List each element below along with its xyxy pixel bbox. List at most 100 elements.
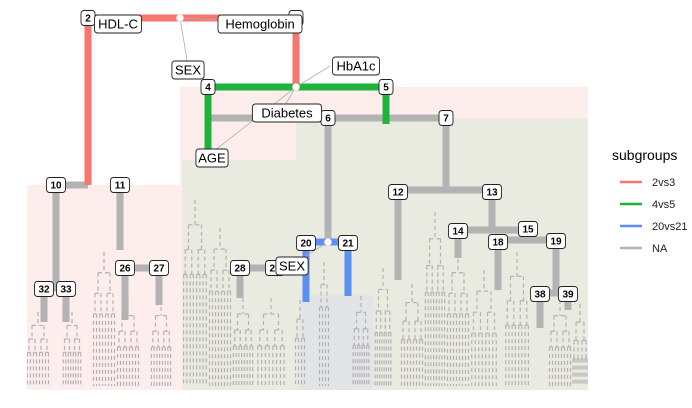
tree-node-32: 32 bbox=[34, 281, 54, 297]
variable-label-hdlc: HDL-C bbox=[94, 14, 142, 34]
variable-label-hba1c: HbA1c bbox=[332, 56, 380, 76]
node-box bbox=[378, 79, 394, 95]
node-number: 10 bbox=[50, 181, 62, 192]
variable-box bbox=[171, 60, 205, 80]
variable-box bbox=[195, 148, 229, 168]
node-number: 38 bbox=[534, 290, 546, 301]
variable-box bbox=[94, 14, 142, 34]
node-box bbox=[448, 223, 468, 239]
node-box bbox=[338, 235, 358, 251]
node-box bbox=[46, 177, 66, 193]
variable-name: SEX bbox=[175, 63, 201, 78]
node-number: 12 bbox=[392, 188, 404, 199]
variable-label-sex2: SEX bbox=[275, 256, 309, 276]
node-number: 28 bbox=[234, 264, 246, 275]
split-point-6 bbox=[324, 238, 332, 246]
variable-label-age: AGE bbox=[195, 148, 229, 168]
node-number: 14 bbox=[452, 227, 464, 238]
node-number: 26 bbox=[119, 264, 131, 275]
tree-node-18: 18 bbox=[488, 234, 508, 250]
tree-node-14: 14 bbox=[448, 223, 468, 239]
legend: subgroups 2vs3 4vs5 20vs21 NA bbox=[612, 147, 687, 255]
legend-label-2vs3: 2vs3 bbox=[652, 177, 675, 189]
node-number: 32 bbox=[38, 285, 50, 296]
node-box bbox=[518, 221, 538, 237]
tree-node-4: 4 bbox=[200, 79, 216, 95]
node-box bbox=[230, 260, 250, 276]
variable-name: SEX bbox=[279, 259, 305, 274]
node-number: 18 bbox=[492, 238, 504, 249]
tree-node-19: 19 bbox=[546, 233, 566, 249]
node-number: 20 bbox=[300, 239, 312, 250]
leader-line bbox=[295, 65, 331, 88]
variable-name: HbA1c bbox=[336, 59, 376, 74]
node-box bbox=[115, 260, 135, 276]
node-number: 5 bbox=[383, 83, 389, 94]
node-box bbox=[34, 281, 54, 297]
tree-node-27: 27 bbox=[149, 260, 169, 276]
tree-node-13: 13 bbox=[482, 184, 502, 200]
variable-name: Hemoglobin bbox=[225, 17, 294, 32]
tree-node-21: 21 bbox=[338, 235, 358, 251]
tree-node-26: 26 bbox=[115, 260, 135, 276]
node-number: 7 bbox=[443, 114, 449, 125]
legend-label-NA: NA bbox=[652, 243, 668, 255]
node-number: 27 bbox=[153, 264, 165, 275]
split-variable-labels: HDL-C Hemoglobin SEX HbA1c Diabetes AGE SEX bbox=[94, 14, 380, 276]
legend-title: subgroups bbox=[612, 147, 677, 163]
variable-label-sex1: SEX bbox=[171, 60, 205, 80]
node-box bbox=[546, 233, 566, 249]
variable-label-hemoglobin: Hemoglobin bbox=[217, 14, 303, 34]
tree-node-6: 6 bbox=[320, 110, 336, 126]
node-number: 11 bbox=[115, 181, 126, 192]
node-number: 4 bbox=[205, 83, 211, 94]
node-box bbox=[296, 235, 316, 251]
tree-node-38: 38 bbox=[530, 286, 550, 302]
split-point-root bbox=[176, 14, 184, 22]
node-number: 29 bbox=[269, 264, 281, 275]
node-number: 15 bbox=[522, 225, 534, 236]
tree-node-2: 2 bbox=[80, 10, 96, 26]
legend-label-4vs5: 4vs5 bbox=[652, 199, 675, 211]
node-number: 2 bbox=[85, 14, 91, 25]
tree-node-7: 7 bbox=[438, 110, 454, 126]
node-box bbox=[438, 110, 454, 126]
tree-node-28: 28 bbox=[230, 260, 250, 276]
node-number: 19 bbox=[550, 237, 562, 248]
node-box bbox=[530, 286, 550, 302]
node-number: 13 bbox=[486, 188, 498, 199]
leader-line bbox=[204, 86, 297, 159]
tree-node-11: 11 bbox=[110, 177, 130, 193]
variable-name: HDL-C bbox=[98, 17, 138, 32]
tree-node-5: 5 bbox=[378, 79, 394, 95]
node-box bbox=[200, 79, 216, 95]
node-box bbox=[482, 184, 502, 200]
tree-node-20: 20 bbox=[296, 235, 316, 251]
node-number: 6 bbox=[325, 114, 331, 125]
node-box bbox=[558, 286, 578, 302]
tree-node-33: 33 bbox=[56, 281, 76, 297]
tree-node-15: 15 bbox=[518, 221, 538, 237]
variable-box bbox=[332, 56, 380, 76]
tree-node-12: 12 bbox=[388, 184, 408, 200]
node-box bbox=[110, 177, 130, 193]
variable-label-diabetes: Diabetes bbox=[251, 103, 323, 123]
variable-box bbox=[217, 14, 303, 34]
node-box bbox=[56, 281, 76, 297]
split-points bbox=[176, 14, 332, 246]
dashed-subtrees bbox=[26, 200, 588, 386]
node-box bbox=[388, 184, 408, 200]
variable-box bbox=[251, 103, 323, 123]
variable-name: AGE bbox=[198, 151, 226, 166]
node-box bbox=[488, 234, 508, 250]
tree-node-39: 39 bbox=[558, 286, 578, 302]
node-number: 39 bbox=[562, 290, 574, 301]
split-point-3 bbox=[292, 83, 300, 91]
leader-line bbox=[179, 17, 189, 67]
node-number: 33 bbox=[60, 285, 72, 296]
legend-label-20vs21: 20vs21 bbox=[652, 221, 687, 233]
node-box bbox=[149, 260, 169, 276]
variable-box bbox=[275, 256, 309, 276]
variable-name: Diabetes bbox=[261, 106, 313, 121]
